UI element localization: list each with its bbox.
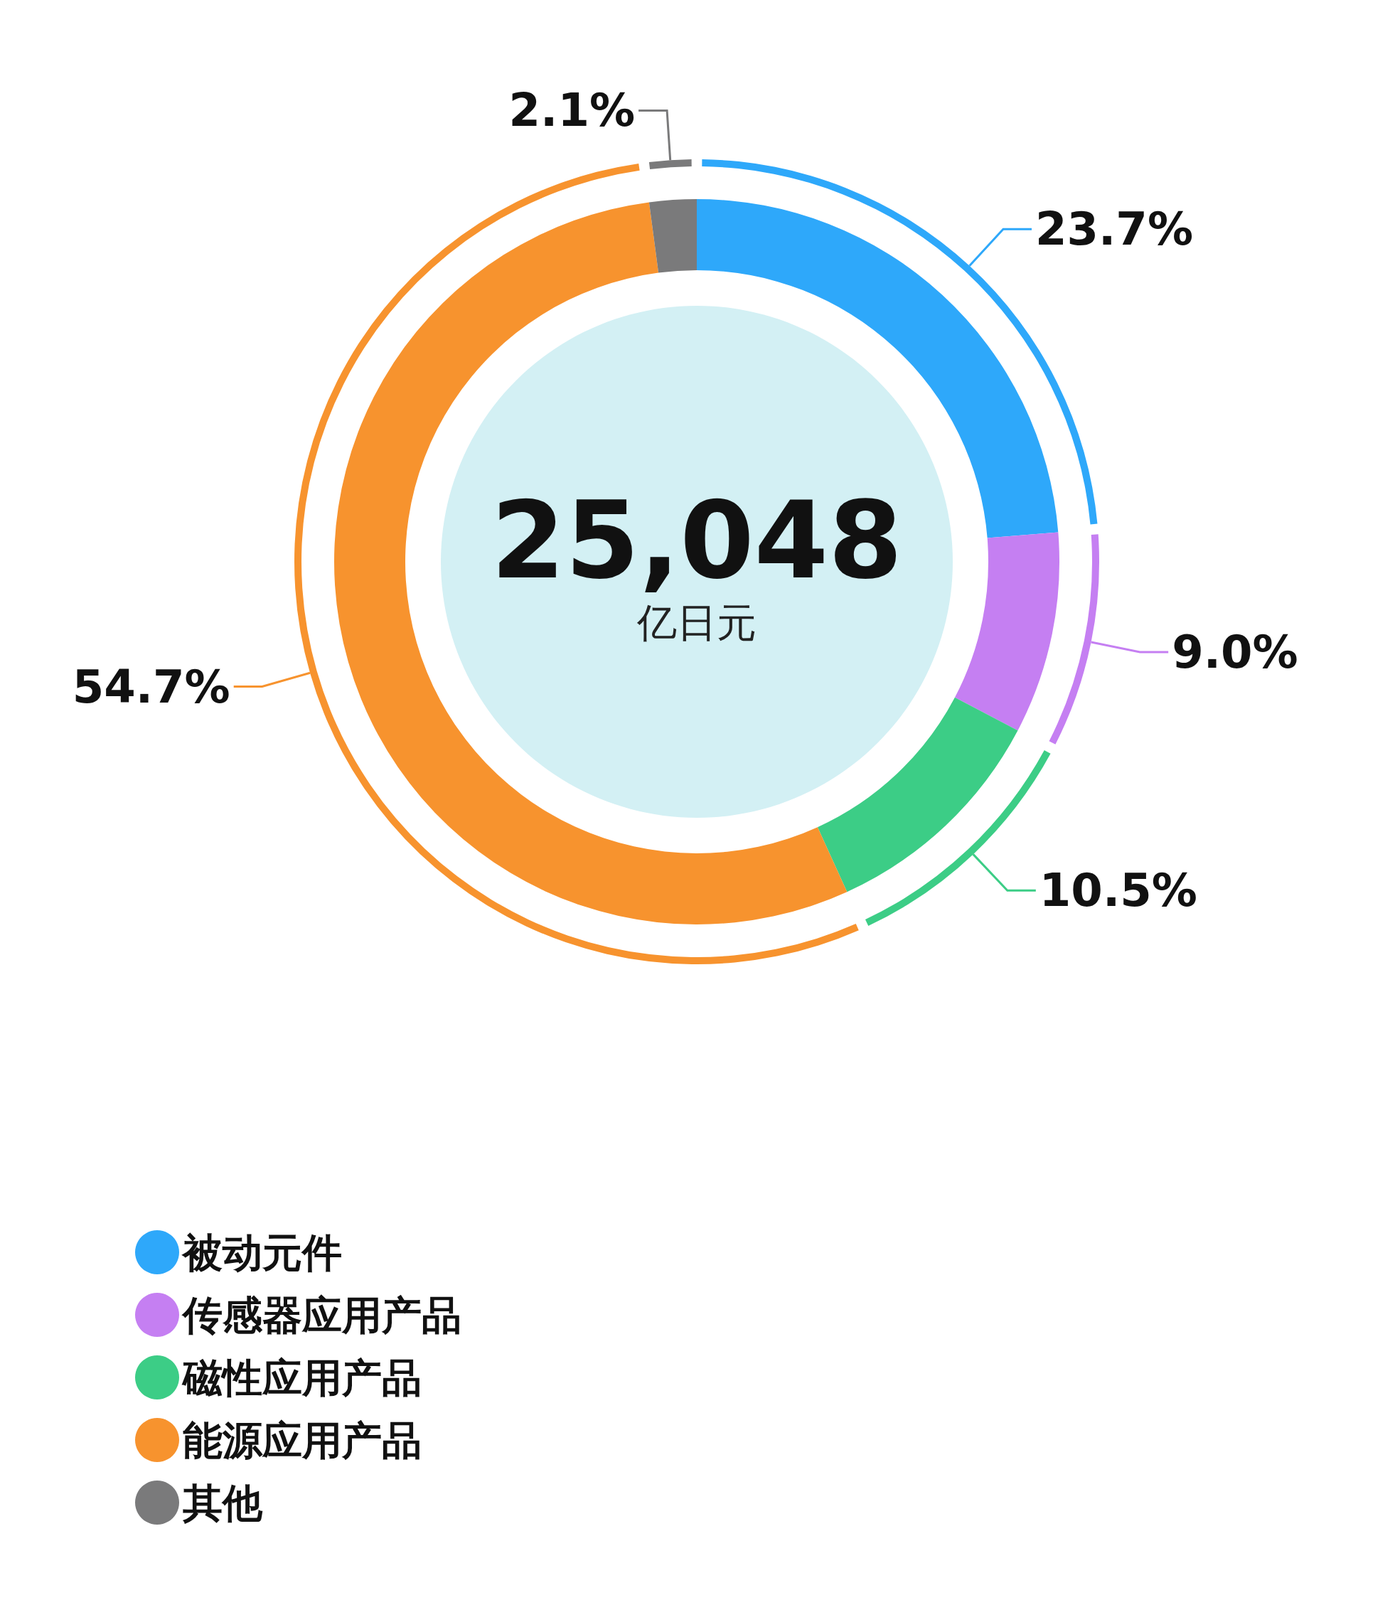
svg-text:磁性应用产品: 磁性应用产品 <box>181 1354 422 1401</box>
svg-text:54.7%: 54.7% <box>72 660 231 714</box>
svg-text:传感器应用产品: 传感器应用产品 <box>181 1291 462 1339</box>
svg-text:其他: 其他 <box>182 1479 264 1526</box>
svg-text:被动元件: 被动元件 <box>181 1229 342 1276</box>
svg-text:亿日元: 亿日元 <box>636 599 757 646</box>
svg-text:25,048: 25,048 <box>491 478 903 603</box>
svg-text:9.0%: 9.0% <box>1171 625 1299 679</box>
svg-text:10.5%: 10.5% <box>1039 863 1198 917</box>
svg-text:能源应用产品: 能源应用产品 <box>182 1417 422 1464</box>
svg-text:23.7%: 23.7% <box>1035 202 1194 256</box>
svg-text:2.1%: 2.1% <box>509 83 636 137</box>
